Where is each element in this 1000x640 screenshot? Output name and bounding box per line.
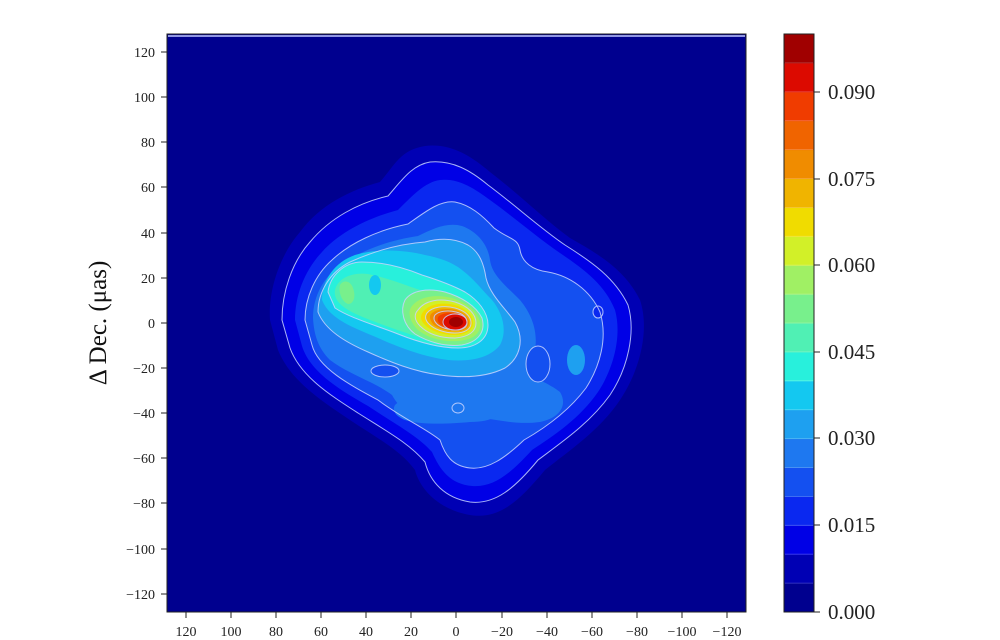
colorbar-ticks <box>814 91 820 613</box>
colorbar-band <box>784 525 814 555</box>
plot-area <box>167 34 746 612</box>
y-tick-label: −80 <box>133 497 155 512</box>
colorbar-labels: 0.000 0.015 0.030 0.045 0.060 0.075 0.09… <box>828 80 875 624</box>
colorbar-tick-label: 0.045 <box>828 340 875 364</box>
colorbar-band <box>784 91 814 122</box>
x-tick-label: 60 <box>314 625 328 640</box>
colorbar-frame <box>783 33 815 613</box>
x-tick-label: 20 <box>404 625 418 640</box>
x-tick-label: −60 <box>581 625 603 640</box>
x-tick-label: −100 <box>668 625 697 640</box>
y-axis-label: Δ Dec. (μas) <box>85 261 112 386</box>
colorbar-tick-label: 0.000 <box>828 600 875 624</box>
y-tick-label: 100 <box>134 91 155 106</box>
x-tick-label: 40 <box>359 625 373 640</box>
x-tick-label: −120 <box>713 625 742 640</box>
y-tick-label: −60 <box>133 452 155 467</box>
x-tick-label: 0 <box>453 625 460 640</box>
colorbar-tick-label: 0.090 <box>828 80 875 104</box>
x-tick-label: −40 <box>536 625 558 640</box>
y-tick-label: 20 <box>141 272 155 287</box>
y-tick-label: 0 <box>148 317 155 332</box>
colorbar-band <box>784 438 814 468</box>
y-tick-label: −20 <box>133 362 155 377</box>
colorbar-band <box>784 380 814 411</box>
colorbar-band <box>784 294 814 324</box>
colorbar-band <box>784 265 814 295</box>
colorbar-band <box>784 409 814 440</box>
x-tick-label: −20 <box>491 625 513 640</box>
colorbar <box>784 34 814 613</box>
x-tick-label: 80 <box>269 625 283 640</box>
y-tick-label: 120 <box>134 46 155 61</box>
x-tick-label: −80 <box>626 625 648 640</box>
colorbar-band <box>784 149 814 179</box>
colorbar-band <box>784 207 814 237</box>
x-axis: 120 100 80 60 40 20 0 −20 −40 −60 −80 −1… <box>176 612 742 640</box>
x-tick-label: 100 <box>221 625 242 640</box>
colorbar-band <box>784 583 814 613</box>
y-tick-label: 60 <box>141 181 155 196</box>
colorbar-tick-label: 0.030 <box>828 426 875 450</box>
colorbar-band <box>784 236 814 266</box>
colorbar-tick-label: 0.060 <box>828 253 875 277</box>
y-tick-label: −100 <box>126 543 155 558</box>
colorbar-band <box>784 323 814 353</box>
colorbar-band <box>784 554 814 584</box>
y-tick-label: −40 <box>133 407 155 422</box>
colorbar-band <box>784 34 814 64</box>
contour-lines <box>281 161 632 503</box>
colorbar-tick-label: 0.075 <box>828 167 875 191</box>
colorbar-band <box>784 351 814 382</box>
y-axis: 120 100 80 60 40 20 0 −20 −40 −60 −80 −1… <box>85 46 167 603</box>
colorbar-band <box>784 120 814 151</box>
colorbar-tick-label: 0.015 <box>828 513 875 537</box>
y-tick-label: −120 <box>126 588 155 603</box>
colorbar-band <box>784 62 814 93</box>
colorbar-band <box>784 467 814 497</box>
y-tick-label: 80 <box>141 136 155 151</box>
y-tick-label: 40 <box>141 227 155 242</box>
colorbar-band <box>784 496 814 526</box>
colorbar-band <box>784 178 814 208</box>
x-tick-label: 120 <box>176 625 197 640</box>
